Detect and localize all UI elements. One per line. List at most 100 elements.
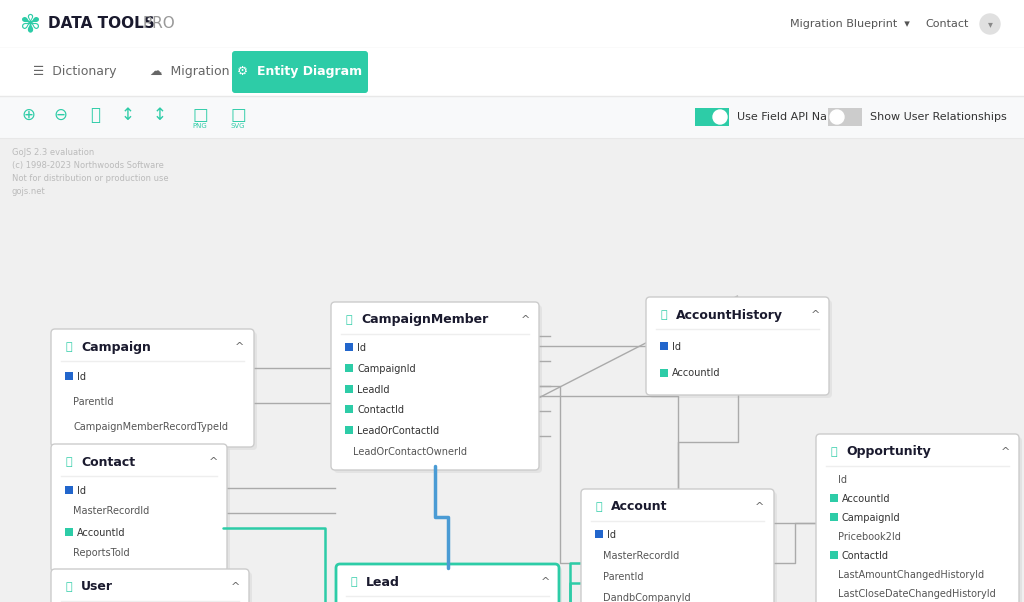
Text: ⧉: ⧉ (66, 457, 73, 467)
Text: MasterRecordId: MasterRecordId (603, 551, 679, 561)
Text: User: User (81, 580, 113, 594)
FancyBboxPatch shape (65, 372, 73, 380)
Text: ⧉: ⧉ (660, 310, 668, 320)
Text: ^: ^ (810, 310, 819, 320)
FancyBboxPatch shape (345, 405, 353, 414)
Text: □: □ (230, 106, 246, 124)
FancyBboxPatch shape (695, 108, 729, 126)
Text: ↕: ↕ (153, 106, 167, 124)
Text: gojs.net: gojs.net (12, 187, 46, 196)
Text: ↕: ↕ (121, 106, 135, 124)
Text: MasterRecordId: MasterRecordId (73, 506, 150, 517)
FancyBboxPatch shape (65, 527, 73, 536)
FancyBboxPatch shape (581, 489, 774, 602)
FancyBboxPatch shape (660, 341, 668, 350)
Text: Campaign: Campaign (81, 341, 151, 353)
FancyBboxPatch shape (232, 51, 368, 93)
FancyBboxPatch shape (345, 385, 353, 393)
FancyBboxPatch shape (339, 567, 562, 602)
Text: ^: ^ (230, 582, 240, 592)
FancyBboxPatch shape (828, 108, 862, 126)
Text: □: □ (193, 106, 208, 124)
Text: Account: Account (611, 500, 668, 514)
Text: ⤢: ⤢ (90, 106, 100, 124)
FancyBboxPatch shape (331, 302, 539, 470)
Text: Id: Id (77, 485, 86, 495)
Text: ^: ^ (756, 502, 765, 512)
FancyBboxPatch shape (0, 138, 1024, 602)
Text: ⧉: ⧉ (66, 582, 73, 592)
FancyBboxPatch shape (54, 332, 257, 450)
Text: ^: ^ (520, 315, 529, 325)
FancyBboxPatch shape (54, 572, 252, 602)
Text: Contact: Contact (81, 456, 135, 468)
Text: ParentId: ParentId (73, 397, 114, 407)
Text: ⊕: ⊕ (22, 106, 35, 124)
FancyBboxPatch shape (830, 551, 838, 559)
Text: Not for distribution or production use: Not for distribution or production use (12, 174, 169, 183)
Text: ^: ^ (208, 457, 218, 467)
Text: ReportsTold: ReportsTold (73, 548, 130, 559)
Text: ⧉: ⧉ (596, 502, 602, 512)
FancyBboxPatch shape (819, 437, 1022, 602)
Text: ✾: ✾ (19, 12, 41, 36)
Text: LeadOrContactOwnerId: LeadOrContactOwnerId (353, 447, 467, 457)
Text: CampaignMemberRecordTypeId: CampaignMemberRecordTypeId (73, 421, 228, 432)
FancyBboxPatch shape (345, 343, 353, 352)
Text: (c) 1998-2023 Northwoods Software: (c) 1998-2023 Northwoods Software (12, 161, 164, 170)
FancyBboxPatch shape (345, 426, 353, 434)
FancyBboxPatch shape (334, 305, 542, 473)
FancyBboxPatch shape (830, 494, 838, 501)
Text: ⚙  Entity Diagram: ⚙ Entity Diagram (238, 66, 362, 78)
Text: AccountId: AccountId (672, 368, 721, 379)
Text: Contact: Contact (925, 19, 969, 29)
Text: LeadId: LeadId (357, 385, 389, 395)
Text: ContactId: ContactId (357, 405, 404, 415)
Text: LastCloseDateChangedHistoryId: LastCloseDateChangedHistoryId (838, 589, 995, 600)
Text: ⧉: ⧉ (350, 577, 357, 587)
Text: AccountId: AccountId (842, 494, 891, 504)
FancyBboxPatch shape (649, 300, 831, 398)
Text: ⧉: ⧉ (66, 342, 73, 352)
Text: CampaignMember: CampaignMember (361, 314, 488, 326)
Text: ^: ^ (236, 342, 245, 352)
Text: CampaignId: CampaignId (842, 513, 901, 523)
Text: ParentId: ParentId (603, 572, 643, 582)
Circle shape (713, 110, 727, 124)
Text: Show User Relationships: Show User Relationships (870, 112, 1007, 122)
FancyBboxPatch shape (584, 492, 777, 602)
FancyBboxPatch shape (830, 513, 838, 521)
Text: AccountId: AccountId (77, 527, 126, 538)
Text: SVG: SVG (230, 123, 246, 129)
Text: DandbCompanyId: DandbCompanyId (603, 593, 690, 602)
FancyBboxPatch shape (51, 329, 254, 447)
FancyBboxPatch shape (0, 0, 1024, 48)
Text: ⊖: ⊖ (53, 106, 67, 124)
Text: Id: Id (838, 474, 847, 485)
Text: ⧉: ⧉ (346, 315, 352, 325)
Text: ⧉: ⧉ (830, 447, 838, 457)
Text: Id: Id (357, 343, 366, 353)
FancyBboxPatch shape (51, 569, 249, 602)
FancyBboxPatch shape (660, 368, 668, 376)
Text: ☰  Dictionary: ☰ Dictionary (33, 66, 117, 78)
Text: ☁  Migration: ☁ Migration (151, 66, 229, 78)
Text: Id: Id (77, 372, 86, 382)
Text: Id: Id (607, 530, 616, 541)
FancyBboxPatch shape (65, 485, 73, 494)
FancyBboxPatch shape (816, 434, 1019, 602)
Text: ▾: ▾ (987, 19, 992, 29)
FancyBboxPatch shape (0, 96, 1024, 138)
Text: Id: Id (672, 341, 681, 352)
Text: ContactId: ContactId (842, 551, 889, 561)
Text: Use Field API Name: Use Field API Name (737, 112, 845, 122)
Circle shape (830, 110, 844, 124)
Text: CampaignId: CampaignId (357, 364, 416, 374)
Text: DATA TOOLS: DATA TOOLS (48, 16, 155, 31)
Text: Lead: Lead (366, 576, 400, 589)
FancyBboxPatch shape (646, 297, 829, 395)
Text: PRO: PRO (138, 16, 175, 31)
Text: GoJS 2.3 evaluation: GoJS 2.3 evaluation (12, 148, 94, 157)
FancyBboxPatch shape (54, 447, 230, 575)
FancyBboxPatch shape (0, 48, 1024, 96)
